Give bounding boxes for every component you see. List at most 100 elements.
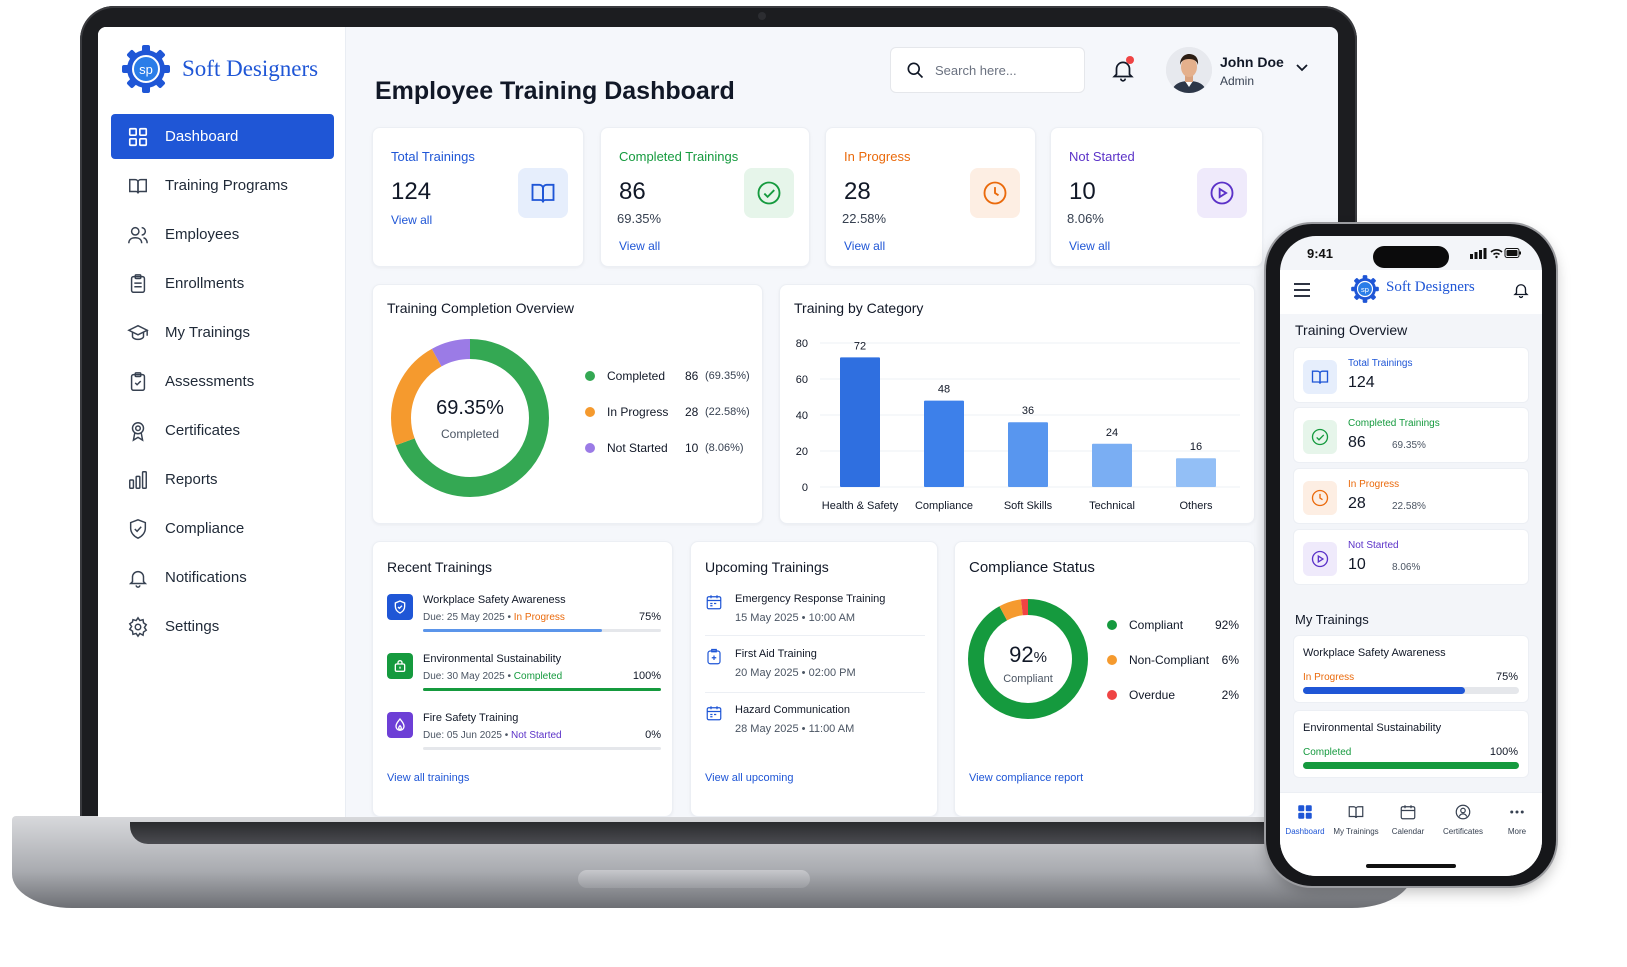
training-percent: 0% (645, 729, 661, 741)
phone-training-status: In Progress (1303, 672, 1355, 683)
y-tick-label: 0 (802, 482, 808, 494)
sidebar-item-notifications[interactable]: Notifications (111, 555, 334, 600)
phone-nav-dashboard[interactable]: Dashboard (1280, 803, 1332, 836)
card-title: Training by Category (794, 300, 924, 316)
p-icon-box (1303, 542, 1337, 576)
phone-nav-label: Calendar (1391, 827, 1425, 836)
meta-separator: • (801, 723, 809, 735)
donut-center-label: Completed (440, 427, 500, 441)
sidebar-item-label: Settings (165, 618, 220, 635)
sidebar-item-settings[interactable]: Settings (111, 604, 334, 649)
book-icon (1348, 806, 1364, 819)
sidebar-item-label: Enrollments (165, 275, 245, 292)
search-icon (907, 62, 924, 79)
avatar[interactable] (1166, 47, 1212, 93)
phone-stat-value: 86 (1348, 434, 1366, 451)
phone-training-card[interactable]: Environmental Sustainability Completed 1… (1293, 710, 1529, 778)
hamburger-menu-icon[interactable] (1293, 282, 1311, 298)
upcoming-time: 02:00 PM (808, 667, 856, 679)
training-meta: Due: 05 Jun 2025 • Not Started (423, 730, 562, 741)
upcoming-meta: 28 May 2025 • 11:00 AM (735, 723, 854, 735)
status-icons (1470, 248, 1521, 259)
sidebar-item-certificates[interactable]: Certificates (111, 408, 334, 453)
users-icon (128, 226, 148, 243)
view-all-upcoming-link[interactable]: View all upcoming (705, 772, 794, 784)
legend-percent: (8.06%) (705, 442, 744, 454)
notification-bell-icon[interactable] (1110, 57, 1136, 83)
view-all-link[interactable]: View all (1069, 239, 1111, 253)
completion-slice-in-progress (391, 339, 549, 497)
view-all-link[interactable]: View all (391, 213, 433, 227)
legend-percent: 92% (1214, 618, 1239, 632)
upcoming-time: 11:00 AM (808, 723, 855, 735)
upcoming-meta: 15 May 2025 • 10:00 AM (735, 612, 855, 624)
grid-icon (128, 127, 148, 146)
bell-icon[interactable] (1512, 281, 1530, 299)
bar-value-label: 24 (1106, 427, 1118, 439)
phone-nav-certificates[interactable]: Certificates (1436, 803, 1490, 836)
progress-track (423, 747, 661, 750)
bell-icon (128, 570, 148, 588)
phone-stat-percent: 8.06% (1392, 562, 1421, 573)
sidebar-item-employees[interactable]: Employees (111, 212, 334, 257)
progress-fill (423, 688, 661, 691)
sidebar-item-compliance[interactable]: Compliance (111, 506, 334, 551)
user-name[interactable]: John Doe (1220, 54, 1284, 70)
training-meta: Due: 30 May 2025 • Completed (423, 671, 562, 682)
sidebar-item-label: Certificates (165, 422, 241, 439)
legend-count: 86 (685, 369, 699, 383)
sidebar-item-my-trainings[interactable]: My Trainings (111, 310, 334, 355)
upcoming-date: 20 May 2025 (735, 667, 799, 679)
compliance-value: 92 (1009, 642, 1034, 667)
progress-track (1303, 762, 1519, 769)
sidebar-item-reports[interactable]: Reports (111, 457, 334, 502)
sidebar-item-dashboard[interactable]: Dashboard (111, 114, 334, 159)
notification-badge (1126, 56, 1134, 64)
brand-initials: sp (1361, 285, 1369, 294)
sidebar-item-label: Compliance (165, 520, 245, 537)
legend-label: Not Started (607, 441, 668, 455)
clipboard-check-icon (130, 371, 146, 391)
search-input[interactable] (935, 62, 1065, 78)
training-meta: Due: 25 May 2025 • In Progress (423, 612, 565, 623)
book-open-icon (531, 183, 555, 203)
laptop-keyboard-edge (130, 822, 1310, 844)
sidebar: sp Soft Designers Dashboard Training Pro… (98, 27, 346, 817)
x-tick-label: Compliance (915, 500, 973, 512)
phone-stat-card[interactable]: Total Trainings 124 (1293, 347, 1529, 403)
training-due: Due: 25 May 2025 (423, 612, 505, 623)
sidebar-item-assessments[interactable]: Assessments (111, 359, 334, 404)
sidebar-item-enrollments[interactable]: Enrollments (111, 261, 334, 306)
phone-nav-my-trainings[interactable]: My Trainings (1329, 803, 1383, 836)
legend-label: Overdue (1129, 688, 1176, 702)
search-box[interactable] (890, 47, 1085, 93)
li-icon-box (387, 712, 413, 738)
chevron-down-icon[interactable] (1294, 59, 1310, 75)
stat-icon-box (1197, 168, 1247, 218)
y-tick-label: 60 (796, 374, 808, 386)
phone-training-card[interactable]: Workplace Safety Awareness In Progress 7… (1293, 635, 1529, 703)
brand-initials: sp (139, 62, 153, 77)
view-all-trainings-link[interactable]: View all trainings (387, 772, 470, 784)
phone-nav-calendar[interactable]: Calendar (1381, 803, 1435, 836)
p-icon-box (1303, 360, 1337, 394)
user-avatar-icon (1166, 47, 1212, 93)
view-compliance-report-link[interactable]: View compliance report (969, 772, 1084, 784)
phone-stat-card[interactable]: Not Started 10 8.06% (1293, 529, 1529, 585)
sidebar-item-training-programs[interactable]: Training Programs (111, 163, 334, 208)
phone-stat-label: Completed Trainings (1348, 418, 1440, 429)
stat-percent: 22.58% (842, 211, 887, 226)
phone-nav-more[interactable]: More (1490, 803, 1542, 836)
upcoming-title: Hazard Communication (735, 704, 850, 716)
view-all-link[interactable]: View all (844, 239, 886, 253)
meta-separator: • (507, 612, 514, 623)
phone-stat-card[interactable]: In Progress 28 22.58% (1293, 468, 1529, 524)
legend-dot (585, 371, 595, 381)
brand[interactable]: sp Soft Designers (120, 43, 318, 95)
stat-percent: 69.35% (617, 211, 662, 226)
phone-stat-card[interactable]: Completed Trainings 86 69.35% (1293, 407, 1529, 463)
legend-label: Completed (607, 369, 666, 383)
view-all-link[interactable]: View all (619, 239, 661, 253)
first-aid-icon (707, 648, 721, 665)
training-status: In Progress (513, 612, 565, 623)
